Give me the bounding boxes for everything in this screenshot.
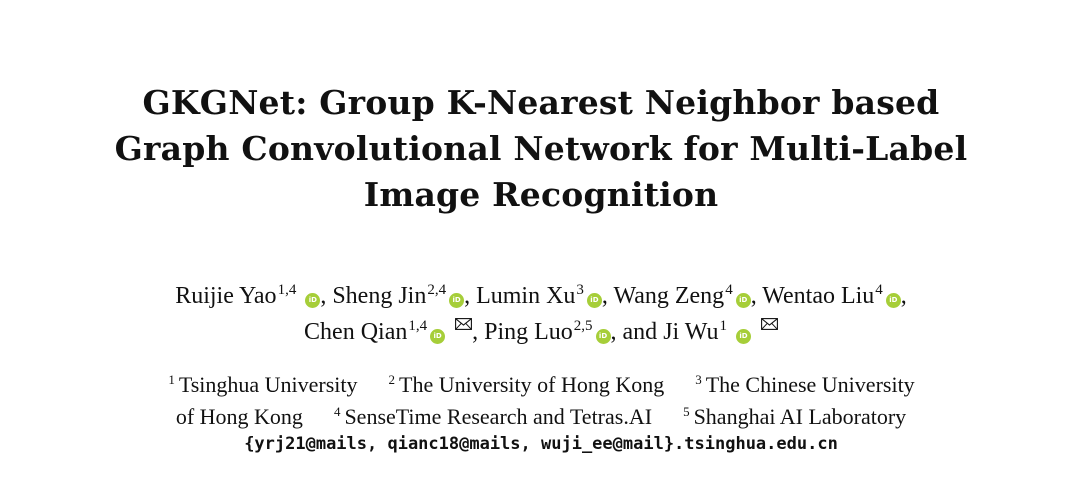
author-separator: , — [750, 283, 763, 309]
affiliation-number: 5 — [683, 404, 690, 419]
affiliation-name: The Chinese University — [705, 372, 915, 397]
affiliation-number: 2 — [388, 372, 396, 387]
author-affiliation: 1 — [719, 318, 727, 334]
author-separator: , — [464, 283, 477, 309]
affiliation-number: 1 — [168, 372, 175, 387]
author-line: Chen Qian1,4iD , Ping Luo2,5iD, and Ji W… — [0, 316, 1082, 352]
affiliation-name: The University of Hong Kong — [399, 372, 665, 397]
orcid-icon[interactable]: iD — [735, 329, 751, 344]
author-affiliation: 1,4 — [408, 318, 428, 334]
affiliation-name: Tsinghua University — [178, 372, 358, 397]
affiliation-name: of Hong Kong — [175, 404, 303, 429]
author-affiliation: 2,4 — [427, 282, 447, 298]
affiliation-name: SenseTime Research and Tetras.AI — [344, 404, 653, 429]
author-name: Sheng Jin — [332, 283, 427, 309]
envelope-icon[interactable] — [761, 318, 778, 330]
author-name: Ping Luo — [484, 319, 573, 345]
author-emails[interactable]: {yrj21@mails, qianc18@mails, wuji_ee@mai… — [244, 434, 838, 454]
author-affiliation: 1,4 — [277, 282, 297, 298]
title-line: Image Recognition — [363, 175, 719, 214]
author-name: Chen Qian — [304, 319, 408, 345]
affiliation-list: 1 Tsinghua University 2 The University of H… — [0, 370, 1082, 434]
affiliation-line: of Hong Kong 4 SenseTime Research and Tetr… — [0, 402, 1082, 434]
author-separator: , — [601, 283, 614, 309]
orcid-icon[interactable]: iD — [305, 293, 321, 308]
affiliation-line: 1 Tsinghua University 2 The University of H… — [0, 370, 1082, 402]
title-line: GKGNet: Group K-Nearest Neighbor based — [142, 83, 940, 122]
author-affiliation: 2,5 — [573, 318, 593, 334]
title-line: Graph Convolutional Network for Multi-La… — [114, 129, 968, 168]
orcid-icon[interactable]: iD — [586, 293, 602, 308]
author-affiliation: 4 — [875, 282, 883, 298]
orcid-icon[interactable]: iD — [449, 293, 465, 308]
author-separator: , — [900, 283, 907, 309]
paper-title: GKGNet: Group K-Nearest Neighbor based G… — [0, 80, 1082, 218]
orcid-icon[interactable]: iD — [885, 293, 901, 308]
author-line: Ruijie Yao1,4 iD, Sheng Jin2,4iD, Lumin … — [0, 280, 1082, 316]
author-affiliation: 4 — [725, 282, 733, 298]
affiliation-number: 4 — [333, 404, 341, 419]
author-name: Ji Wu — [663, 319, 719, 345]
author-affiliation: 3 — [576, 282, 584, 298]
author-name: Wang Zeng — [613, 283, 725, 309]
orcid-icon[interactable]: iD — [430, 329, 446, 344]
envelope-icon[interactable] — [455, 318, 473, 330]
author-list: Ruijie Yao1,4 iD, Sheng Jin2,4iD, Lumin … — [0, 280, 1082, 352]
author-name: Ruijie Yao — [175, 283, 277, 309]
orcid-icon[interactable]: iD — [735, 293, 751, 308]
affiliation-name: Shanghai AI Laboratory — [693, 404, 907, 429]
author-separator: , — [472, 319, 485, 345]
author-separator: , and — [610, 319, 664, 345]
orcid-icon[interactable]: iD — [595, 329, 611, 344]
affiliation-number: 3 — [695, 372, 702, 387]
author-name: Wentao Liu — [762, 283, 875, 309]
author-separator: , — [320, 283, 333, 309]
author-name: Lumin Xu — [476, 283, 576, 309]
